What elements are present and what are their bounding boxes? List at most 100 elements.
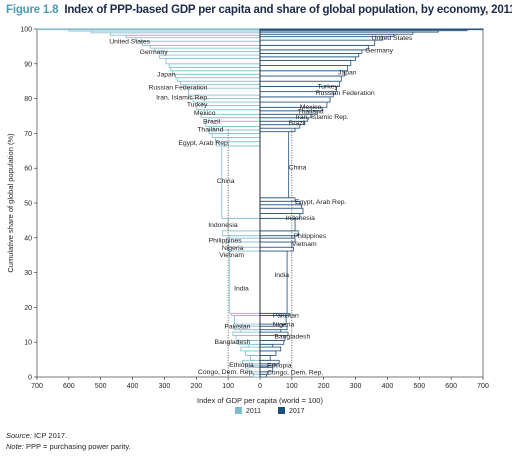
x-tick-label: 200 [190, 383, 202, 390]
y-tick-label: 10 [24, 340, 32, 347]
bar-2011 [154, 47, 261, 53]
bar-2017 [259, 70, 345, 77]
country-label: Philippines [209, 237, 242, 244]
bar-2017 [259, 56, 356, 61]
bar-2017 [259, 343, 274, 348]
country-label: Mexico [300, 104, 322, 111]
source-text: ICP 2017. [31, 431, 68, 440]
bar-2011 [135, 37, 261, 42]
source-label: Source: [6, 431, 32, 440]
country-label: Brazil [289, 120, 306, 127]
country-label: United States [372, 35, 413, 42]
country-label: Brazil [203, 118, 220, 125]
chart: 700 600 500 400 300 200 100 0 100 200 300 400 500 600… [6, 27, 489, 416]
country-label: Thailand [298, 109, 324, 116]
country-label: Philippines [293, 233, 326, 240]
country-label: Vietnam [219, 252, 244, 259]
bar-2017 [259, 346, 282, 352]
bar-2017 [259, 207, 304, 214]
country-label: Egypt, Arab Rep. [178, 140, 229, 147]
bar-2017 [259, 36, 384, 41]
bar-2011 [165, 58, 261, 65]
bar-2011 [168, 63, 261, 68]
bar-2011 [202, 101, 261, 106]
x-tick-label: 100 [222, 383, 234, 390]
bar-2017 [259, 241, 293, 248]
bar-2011 [232, 331, 261, 336]
country-label: Japan [338, 70, 357, 77]
y-tick-label: 0 [28, 375, 32, 382]
bar-2017 [259, 52, 360, 58]
y-tick-label: 40 [24, 235, 32, 242]
x-tick-label: 300 [159, 383, 171, 390]
bar-2017 [259, 44, 369, 51]
x-tick-label: 600 [63, 383, 75, 390]
bar-2017 [259, 96, 331, 103]
country-label: Egypt, Arab Rep. [295, 199, 346, 206]
country-label: Germany [140, 49, 169, 56]
country-label: Japan [157, 72, 176, 79]
bar-2011 [211, 132, 261, 138]
y-tick-label: 20 [24, 305, 32, 312]
bar-2017 [259, 28, 484, 31]
country-label: Mexico [194, 110, 216, 117]
bar-2017 [259, 59, 352, 66]
x-tick-label: 400 [127, 383, 139, 390]
y-tick-label: 100 [20, 27, 32, 34]
bar-2017 [259, 65, 349, 72]
country-label: Indonesia [285, 215, 315, 222]
country-label: Pakistan [224, 324, 250, 331]
bar-2017 [259, 246, 294, 252]
country-label: United States [109, 38, 150, 45]
country-label: China [289, 164, 307, 171]
x-tick-label: 500 [95, 383, 107, 390]
legend-label: 2011 [246, 408, 261, 415]
country-label: India [234, 285, 249, 292]
country-label: Iran, Islamic Rep. [156, 95, 209, 102]
figure-label: Figure 1.8 [6, 4, 59, 16]
country-label: Bangladesh [215, 339, 251, 346]
x-axis-label: Index of GDP per capita (world = 100) [197, 396, 323, 405]
reference-lines [227, 29, 293, 377]
y-tick-label: 30 [24, 270, 32, 277]
bar-2017 [259, 250, 288, 314]
legend-swatch [278, 407, 285, 414]
bar-2011 [141, 40, 261, 46]
x-tick-label: 700 [477, 383, 489, 390]
country-label: Iran, Islamic Rep. [296, 114, 349, 121]
bar-2011 [253, 373, 261, 378]
source-line: Source: ICP 2017. [6, 430, 131, 441]
bar-2017 [259, 131, 290, 199]
bar-2011 [248, 343, 261, 348]
country-label: Ethiopia [267, 363, 292, 370]
x-tick-label: 200 [318, 383, 330, 390]
x-tick-label: 700 [31, 383, 43, 390]
bar-2011 [175, 73, 261, 79]
bar-2011 [159, 54, 261, 59]
bar-2017 [259, 127, 296, 133]
bar-2011 [229, 250, 261, 314]
bar-2011 [149, 44, 261, 49]
x-tick-label: 300 [350, 383, 362, 390]
bar-2011 [170, 66, 261, 72]
bar-2011 [245, 350, 261, 356]
x-tick-label: 600 [445, 383, 457, 390]
bar-2017 [259, 39, 376, 46]
y-tick-label: 90 [24, 61, 32, 68]
bar-2017 [259, 373, 267, 378]
axes: 700 600 500 400 300 200 100 0 100 200 300 400 500 600… [20, 27, 489, 391]
country-label: Vietnam [292, 241, 317, 248]
country-label: Bangladesh [274, 333, 310, 340]
note-text: PPP = purchasing power parity. [23, 442, 131, 451]
y-tick-label: 60 [24, 166, 32, 173]
bar-2011 [176, 77, 261, 82]
figure-title-text: Index of PPP-based GDP per capita and sh… [64, 4, 512, 16]
bar-2017 [259, 197, 296, 202]
country-label: Thailand [197, 127, 223, 134]
country-label: Nigeria [273, 322, 295, 329]
country-label: Indonesia [208, 222, 238, 229]
x-tick-label: 0 [258, 383, 262, 390]
y-tick-label: 80 [24, 96, 32, 103]
y-tick-label: 70 [24, 131, 32, 138]
bar-2017 [259, 75, 342, 82]
